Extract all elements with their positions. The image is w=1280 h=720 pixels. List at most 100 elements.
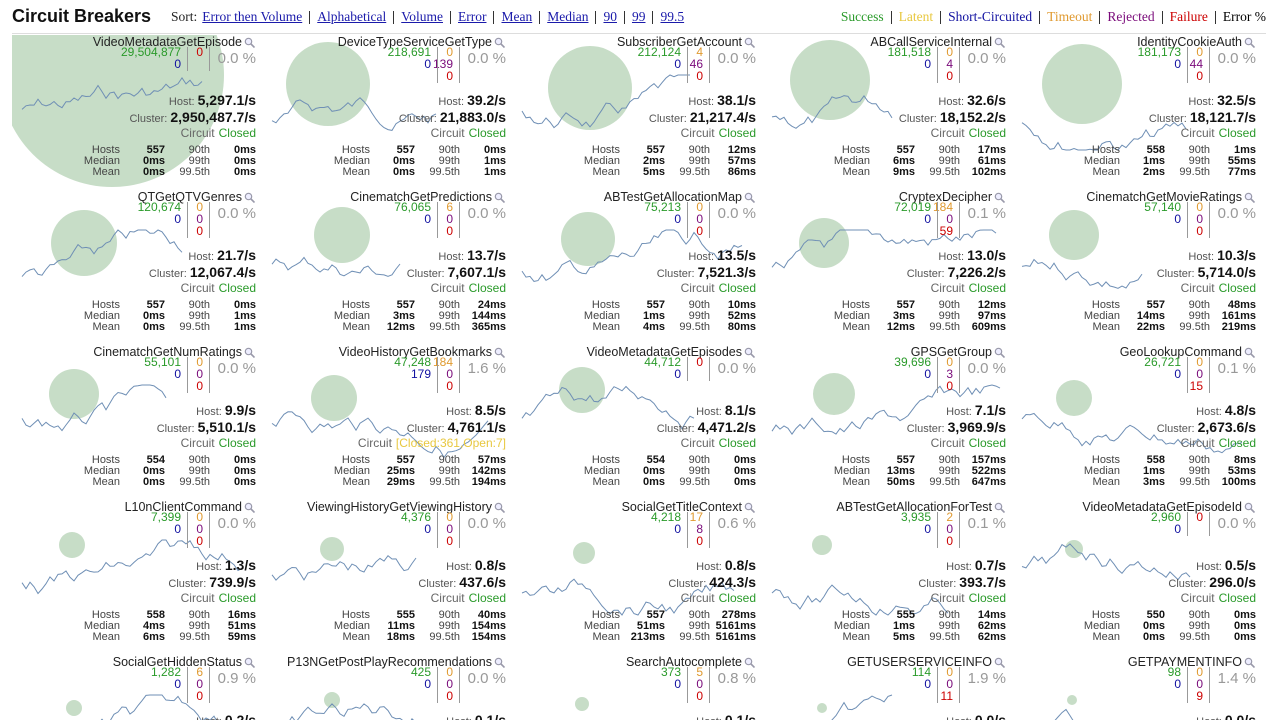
stat-label: Hosts — [91, 453, 120, 466]
search-icon[interactable] — [494, 347, 505, 358]
stat-value: 57ms — [477, 453, 506, 466]
legend-item: Failure — [1169, 9, 1208, 24]
circuit-row: Circuit Closed — [931, 281, 1006, 295]
circuit-card: VideoHistoryGetBookmarks 47,248 179 184 0 0 1.… — [262, 345, 506, 500]
search-icon[interactable] — [744, 502, 755, 513]
circuit-status: Closed — [718, 126, 756, 140]
search-icon[interactable] — [1244, 347, 1255, 358]
icon-lens — [1244, 192, 1253, 201]
success-count: 76,065 — [394, 200, 431, 214]
stat-value: 0ms — [733, 464, 756, 477]
rate-value: 18,152.2/s — [939, 109, 1006, 125]
host-rate-row: Host:0.0/s — [1196, 712, 1256, 720]
stat-label: Mean — [92, 475, 120, 488]
search-icon[interactable] — [994, 192, 1005, 203]
search-icon[interactable] — [744, 192, 755, 203]
cluster-rate-row: Cluster: 7,607.1/s — [407, 264, 506, 282]
search-icon[interactable] — [744, 657, 755, 668]
stat-value: 14ms — [1136, 309, 1165, 322]
failure-count: 15 — [1189, 379, 1203, 393]
sort-option[interactable]: 99.5 — [660, 9, 685, 24]
search-icon[interactable] — [994, 657, 1005, 668]
search-icon[interactable] — [994, 502, 1005, 513]
search-icon[interactable] — [744, 37, 755, 48]
stat-label: Hosts — [591, 608, 620, 621]
rate-value: 4,761.1/s — [447, 419, 506, 435]
sort-option[interactable]: Error then Volume — [202, 9, 303, 24]
stat-label: 99.5th — [929, 475, 960, 488]
sort-option[interactable]: Mean — [501, 9, 533, 24]
stat-label: 99.5th — [679, 475, 710, 488]
cluster-rate-row: Cluster: 393.7/s — [918, 574, 1006, 592]
divider — [209, 202, 210, 238]
failure-count: 0 — [696, 534, 703, 548]
command-name: SearchAutocomplete — [625, 655, 742, 669]
icon-handle — [1250, 353, 1255, 358]
search-icon[interactable] — [1244, 37, 1255, 48]
volume-graph — [289, 692, 414, 720]
rate-label: Cluster: — [406, 423, 445, 435]
legend-item: Latent — [898, 9, 934, 24]
host-rate-row: Host: 9.9/s — [196, 402, 256, 420]
sparkline — [271, 554, 417, 581]
sort-option[interactable]: 90 — [603, 9, 617, 24]
stat-value: 1ms — [483, 154, 506, 167]
separator — [595, 10, 597, 24]
sort-option[interactable]: 99 — [631, 9, 646, 24]
search-icon[interactable] — [244, 502, 255, 513]
command-name: P13NGetPostPlayRecommendations — [287, 655, 492, 669]
divider — [459, 667, 460, 703]
stat-label: Mean — [1092, 630, 1120, 643]
circuit-card: ABTestGetAllocationForTest 3,935 0 2 0 0 0.1 %… — [762, 500, 1006, 655]
search-icon[interactable] — [494, 192, 505, 203]
command-name: DeviceTypeServiceGetType — [337, 35, 492, 49]
stat-label: 90th — [438, 453, 460, 466]
page-title: Circuit Breakers — [12, 6, 152, 26]
sort-option[interactable]: Median — [547, 9, 589, 24]
icon-lens — [244, 347, 253, 356]
search-icon[interactable] — [244, 37, 255, 48]
divider — [1187, 667, 1188, 703]
timeout-count: 0 — [1196, 200, 1203, 214]
divider — [687, 512, 688, 548]
sort-option[interactable]: Error — [458, 9, 487, 24]
stat-value: 365ms — [471, 320, 506, 333]
stat-label: 99th — [688, 464, 710, 477]
circuit-label: Circuit — [930, 126, 965, 140]
search-icon[interactable] — [994, 347, 1005, 358]
stat-value: 194ms — [471, 475, 506, 488]
search-icon[interactable] — [244, 657, 255, 668]
icon-handle — [500, 508, 505, 513]
circuit-label: Circuit — [180, 591, 215, 605]
search-icon[interactable] — [744, 347, 755, 358]
search-icon[interactable] — [494, 657, 505, 668]
host-rate-row: Host: 4.8/s — [1196, 402, 1256, 420]
search-icon[interactable] — [1244, 657, 1255, 668]
success-count: 2,960 — [1150, 510, 1181, 524]
icon-lens — [744, 192, 753, 201]
search-icon[interactable] — [244, 192, 255, 203]
search-icon[interactable] — [1244, 502, 1255, 513]
sort-option[interactable]: Volume — [401, 9, 443, 24]
short-circuited-count: 0 — [1174, 212, 1181, 226]
failure-count: 0 — [1196, 224, 1203, 238]
stat-value: 16ms — [227, 608, 256, 621]
search-icon[interactable] — [494, 502, 505, 513]
stat-value: 102ms — [971, 165, 1006, 178]
command-name: IdentityCookieAuth — [1137, 35, 1242, 49]
circuit-card: L10nClientCommand 7,399 0 0 0 0 0.0 % Host: 1.3/… — [12, 500, 256, 655]
search-icon[interactable] — [494, 37, 505, 48]
circuit-row: Circuit Closed — [681, 281, 756, 295]
sparkline — [1021, 412, 1243, 454]
cluster-rate-row: Cluster: 4,471.2/s — [657, 419, 756, 437]
host-rate-row: Host: 5,297.1/s — [169, 92, 256, 110]
rejected-count: 44 — [1189, 57, 1203, 71]
rate-label: Cluster: — [168, 578, 207, 590]
search-icon[interactable] — [244, 347, 255, 358]
volume-graph — [771, 218, 997, 269]
sort-option[interactable]: Alphabetical — [317, 9, 387, 24]
sparkline — [1021, 258, 1143, 289]
search-icon[interactable] — [1244, 192, 1255, 203]
search-icon[interactable] — [994, 37, 1005, 48]
legend-item: Rejected — [1107, 9, 1155, 24]
